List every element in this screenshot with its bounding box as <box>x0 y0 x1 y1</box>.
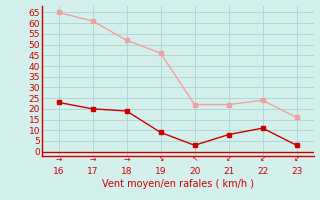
Text: ↘: ↘ <box>157 154 164 163</box>
Text: ↙: ↙ <box>293 154 300 163</box>
X-axis label: Vent moyen/en rafales ( km/h ): Vent moyen/en rafales ( km/h ) <box>102 179 253 189</box>
Text: ↙: ↙ <box>225 154 232 163</box>
Text: →: → <box>124 154 130 163</box>
Text: ↙: ↙ <box>260 154 266 163</box>
Text: →: → <box>89 154 96 163</box>
Text: ↖: ↖ <box>191 154 198 163</box>
Text: →: → <box>55 154 62 163</box>
